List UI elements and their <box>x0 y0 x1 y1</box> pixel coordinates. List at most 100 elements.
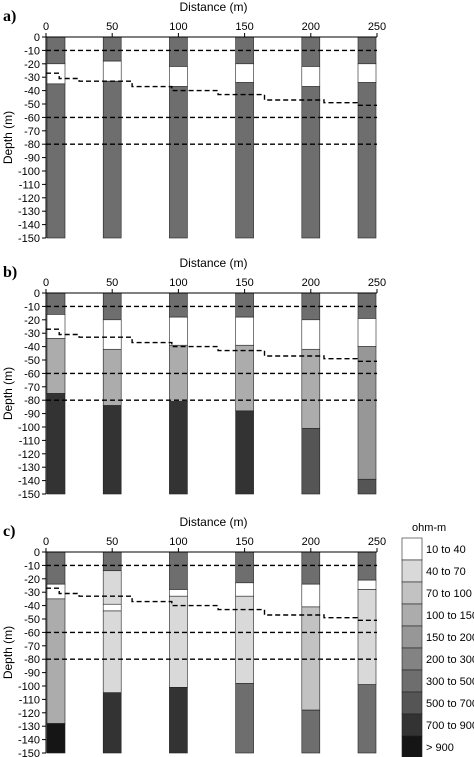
column-150-layer-4 <box>235 683 254 754</box>
column-200-layer-2 <box>301 319 321 350</box>
panel-label: b) <box>3 264 17 281</box>
y-tick-label: -90 <box>24 409 40 421</box>
x-tick-label: 200 <box>302 277 320 289</box>
y-tick-label: 0 <box>34 288 40 300</box>
dashed-line-4 <box>46 587 377 621</box>
y-tick-label: -60 <box>24 627 40 639</box>
column-50-layer-3 <box>102 80 122 239</box>
y-tick-label: -120 <box>18 193 40 205</box>
x-tick-label: 100 <box>169 277 187 289</box>
legend-label: 100 to 150 <box>426 610 474 622</box>
x-tick-label: 0 <box>43 536 49 548</box>
legend-swatch <box>401 691 423 715</box>
column-50-layer-3 <box>102 603 122 612</box>
y-tick-label: -20 <box>24 574 40 586</box>
column-100-layer-2 <box>169 316 188 346</box>
y-tick-label: -110 <box>19 435 40 447</box>
column-150-layer-2 <box>235 582 254 597</box>
y-axis-title: Depth (m) <box>1 367 15 420</box>
y-tick-label: -80 <box>24 654 40 666</box>
column-100-layer-1 <box>169 551 188 590</box>
legend-label: 500 to 700 <box>426 698 474 710</box>
y-tick-label: -50 <box>24 99 40 111</box>
y-tick-label: -140 <box>18 220 40 232</box>
y-tick-label: -50 <box>24 355 40 367</box>
y-tick-label: 0 <box>34 32 40 44</box>
panel-label: c) <box>3 523 15 540</box>
x-tick-label: 150 <box>235 536 253 548</box>
column-50-layer-2 <box>102 60 122 82</box>
column-100-layer-2 <box>169 589 188 597</box>
column-0-layer-2 <box>46 314 66 339</box>
y-tick-label: -10 <box>24 301 40 313</box>
y-axis-title: Depth (m) <box>1 626 15 679</box>
column-250-layer-3 <box>357 82 377 239</box>
column-250-layer-2 <box>357 318 377 347</box>
column-250-layer-4 <box>357 478 377 495</box>
column-250-layer-3 <box>357 589 377 685</box>
dashed-line-4 <box>46 328 377 362</box>
y-tick-label: -80 <box>24 395 40 407</box>
y-tick-label: -120 <box>18 449 40 461</box>
legend-swatch <box>401 559 423 583</box>
panel-1: a)Distance (m)Depth (m)0 50 100 150 200 2500-… <box>1 0 386 245</box>
y-tick-label: -130 <box>18 206 40 218</box>
y-tick-label: -150 <box>18 748 40 757</box>
column-50-layer-1 <box>102 36 122 62</box>
x-tick-label: 150 <box>235 21 253 33</box>
y-tick-label: -30 <box>24 328 40 340</box>
panel-2: b)Distance (m)Depth (m)0 50 100 150 200 2500-… <box>1 256 386 501</box>
column-150-layer-2 <box>235 63 254 83</box>
legend-swatch <box>401 669 423 693</box>
y-tick-label: -140 <box>18 476 40 488</box>
x-tick-label: 250 <box>368 21 386 33</box>
column-50-layer-3 <box>102 348 122 406</box>
column-200-layer-2 <box>301 66 321 87</box>
column-100-layer-1 <box>169 292 188 318</box>
column-200-layer-1 <box>301 36 321 67</box>
column-100-layer-4 <box>169 687 188 754</box>
y-axis-title: Depth (m) <box>1 111 15 164</box>
column-200-layer-4 <box>301 428 321 495</box>
x-axis-title: Distance (m) <box>179 256 247 270</box>
y-tick-label: -100 <box>18 422 40 434</box>
column-200-layer-3 <box>301 86 321 239</box>
column-150-layer-4 <box>235 410 254 495</box>
x-axis-title: Distance (m) <box>179 515 247 529</box>
y-tick-label: -150 <box>18 233 40 245</box>
legend-label: 40 to 70 <box>426 566 466 578</box>
y-tick-label: -140 <box>18 735 40 747</box>
legend-swatch <box>401 625 423 649</box>
column-150-layer-3 <box>235 344 254 412</box>
legend-label: 70 to 100 <box>426 588 472 600</box>
y-tick-label: -110 <box>19 179 40 191</box>
legend-swatch <box>401 537 423 561</box>
y-tick-label: -30 <box>24 587 40 599</box>
legend-label: 200 to 300 <box>426 654 474 666</box>
y-tick-label: -10 <box>24 45 40 57</box>
y-tick-label: -40 <box>24 342 40 354</box>
column-0-layer-4 <box>46 393 66 495</box>
y-tick-label: -100 <box>18 681 40 693</box>
x-tick-label: 250 <box>368 277 386 289</box>
y-tick-label: -120 <box>18 708 40 720</box>
x-tick-label: 0 <box>43 21 49 33</box>
column-150-layer-1 <box>235 551 254 584</box>
x-tick-label: 50 <box>106 536 118 548</box>
y-tick-label: -100 <box>18 166 40 178</box>
y-tick-label: -40 <box>24 601 40 613</box>
panel-label: a) <box>3 8 16 25</box>
column-50-layer-1 <box>102 551 122 572</box>
legend-label: > 900 <box>426 742 454 754</box>
legend-swatch <box>401 713 423 737</box>
y-tick-label: -110 <box>19 694 40 706</box>
y-tick-label: -40 <box>24 86 40 98</box>
legend-swatch <box>401 647 423 671</box>
y-tick-label: -10 <box>24 560 40 572</box>
x-tick-label: 150 <box>235 277 253 289</box>
column-0-layer-1 <box>46 551 66 585</box>
x-tick-label: 100 <box>169 536 187 548</box>
y-tick-label: -20 <box>24 59 40 71</box>
column-100-layer-4 <box>169 401 188 495</box>
